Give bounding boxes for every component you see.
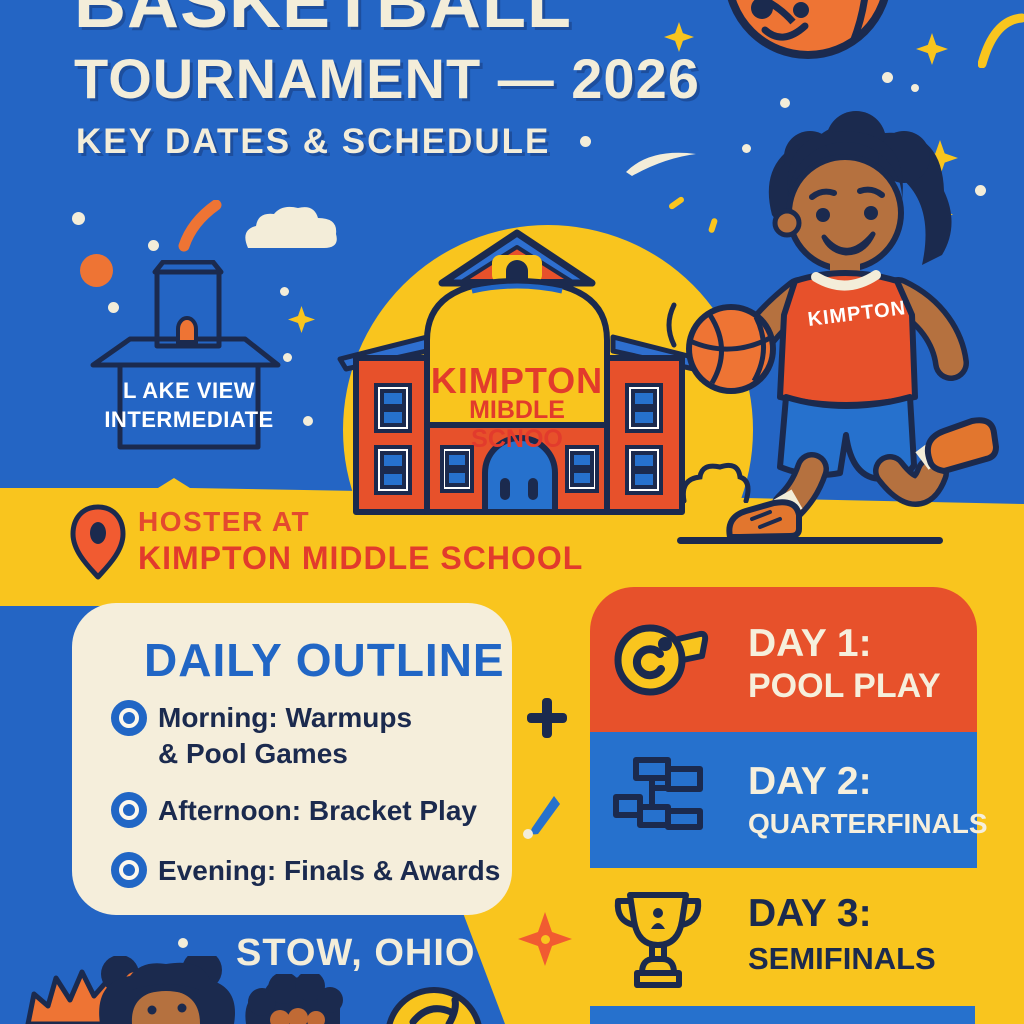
basketball-player [666,111,999,540]
schedule-row-partial [590,1006,975,1024]
decor-dot [72,212,85,225]
school-building [337,229,703,515]
swoosh-icon [626,152,696,176]
bullet-target-icon [111,792,147,828]
basketball-face-icon [727,0,889,59]
bullet-target-icon [111,852,147,888]
day3-label: DAY 3: [748,892,872,935]
outline-item-line: Afternoon: Bracket Play [158,795,477,826]
outline-item-line: Morning: Warmups [158,702,413,733]
comet-icon [178,200,222,252]
host-banner-label: HOSTER AT [138,506,311,537]
plus-icon [527,698,567,738]
decor-orange-circle [80,254,113,287]
cloud-icon [245,206,337,248]
outline-item-line: & Pool Games [158,738,348,769]
outline-item-line: Evening: Finals & Awards [158,855,501,886]
bush-icon [680,462,751,503]
decor-dot [780,98,790,108]
decor-dot [882,72,893,83]
day1-event: POOL PLAY [748,667,941,705]
outline-item-afternoon: Afternoon: Bracket Play [158,793,477,829]
ground-line [677,537,943,544]
small-building [90,260,281,450]
small-building-sign-line1: L AKE VIEW [122,378,256,403]
paint-dash-icon [523,796,560,839]
sparkle-icon [288,306,315,333]
outline-item-evening: Evening: Finals & Awards [158,853,500,889]
location-pin-icon [70,504,126,580]
kid-curly [245,974,343,1024]
bullet-target-icon [111,700,147,736]
poster-title-line2: TOURNAMENT — 2026 [74,47,700,110]
trophy-icon [614,892,702,988]
host-banner-school: KIMPTON MIDDLE SCHOOL [138,540,584,576]
daily-outline-title: DAILY OUTLINE [144,634,505,686]
decor-dot [742,144,751,153]
decor-dot [303,416,313,426]
day2-event: QUARTERFINALS [748,808,988,839]
sparkle-icon [916,33,948,65]
day1-label: DAY 1: [748,622,872,665]
decor-dot [280,287,289,296]
poster-subtitle: KEY DATES & SCHEDULE [76,122,551,161]
decor-dot [148,240,159,251]
day2-label: DAY 2: [748,760,872,803]
bracket-icon [613,757,703,830]
outline-item-morning: Morning: Warmups & Pool Games [158,700,412,772]
kid-girl [99,956,235,1024]
school-sign-line2: MIBDLE SCNOO [469,396,565,453]
whistle-icon [614,624,709,696]
school-sign-line1: KIMPTON [430,360,604,401]
sparkle-core [541,935,550,944]
decor-dot [911,84,919,92]
emoji-ball-icon [386,987,482,1024]
daily-outline-card: DAILY OUTLINE Morning: Warmups & Pool Gam… [72,603,512,915]
city-text: STOW, OHIO [236,932,476,974]
decor-dot [108,302,119,313]
swoosh-icon [978,13,1024,68]
day3-event: SEMIFINALS [748,941,936,976]
small-building-sign-line2: INTERMEDIATE [104,407,274,432]
decor-dot [178,938,188,948]
poster-title-line1: BASKETBALL [74,0,572,43]
decor-dot [580,136,591,147]
decor-dot [975,185,986,196]
decor-dot [283,353,292,362]
